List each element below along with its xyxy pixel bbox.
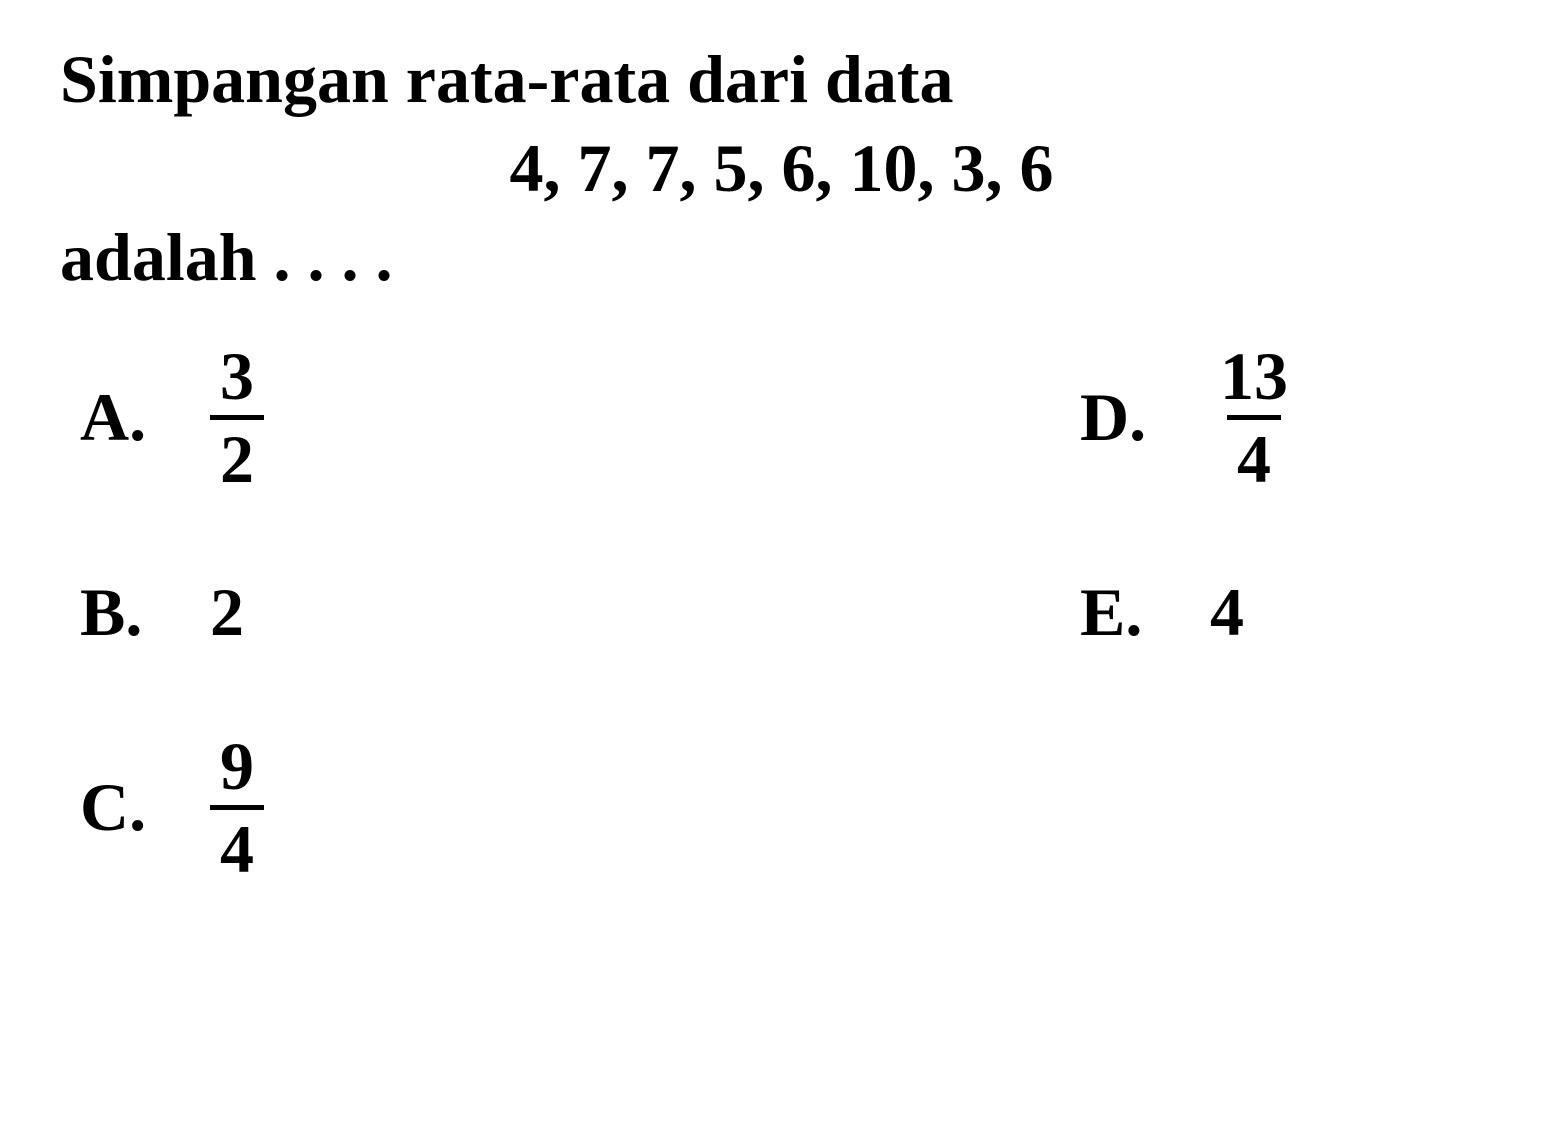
option-a-letter: A. [80, 378, 210, 457]
option-a-numerator: 3 [210, 342, 264, 415]
option-c-numerator: 9 [210, 732, 264, 805]
question-data-line: 4, 7, 7, 5, 6, 10, 3, 6 [60, 129, 1503, 208]
option-d-fraction: 13 4 [1210, 342, 1298, 493]
option-a-denominator: 2 [210, 415, 264, 493]
option-e: E. 4 [1080, 532, 1503, 692]
option-c-fraction: 9 4 [210, 732, 264, 883]
option-e-letter: E. [1080, 573, 1210, 652]
option-c-denominator: 4 [210, 805, 264, 883]
option-a: A. 3 2 [80, 337, 1080, 497]
option-b-number: 2 [210, 578, 244, 646]
options-left-column: A. 3 2 B. 2 C. 9 4 [80, 337, 1080, 922]
question-text-line-3: adalah . . . . [60, 218, 1503, 297]
option-d-letter: D. [1080, 378, 1210, 457]
option-b-letter: B. [80, 573, 210, 652]
option-b-value: 2 [210, 578, 244, 646]
option-b: B. 2 [80, 532, 1080, 692]
option-d-denominator: 4 [1227, 415, 1281, 493]
option-a-fraction: 3 2 [210, 342, 264, 493]
option-d-value: 13 4 [1210, 342, 1298, 493]
option-a-value: 3 2 [210, 342, 264, 493]
option-c: C. 9 4 [80, 727, 1080, 887]
options-right-column: D. 13 4 E. 4 [1080, 337, 1503, 922]
answer-options-container: A. 3 2 B. 2 C. 9 4 [60, 337, 1503, 922]
option-e-value: 4 [1210, 578, 1244, 646]
question-text-line-1: Simpangan rata-rata dari data [60, 40, 1503, 119]
option-d: D. 13 4 [1080, 337, 1503, 497]
option-c-value: 9 4 [210, 732, 264, 883]
option-e-number: 4 [1210, 578, 1244, 646]
option-d-numerator: 13 [1210, 342, 1298, 415]
option-c-letter: C. [80, 768, 210, 847]
